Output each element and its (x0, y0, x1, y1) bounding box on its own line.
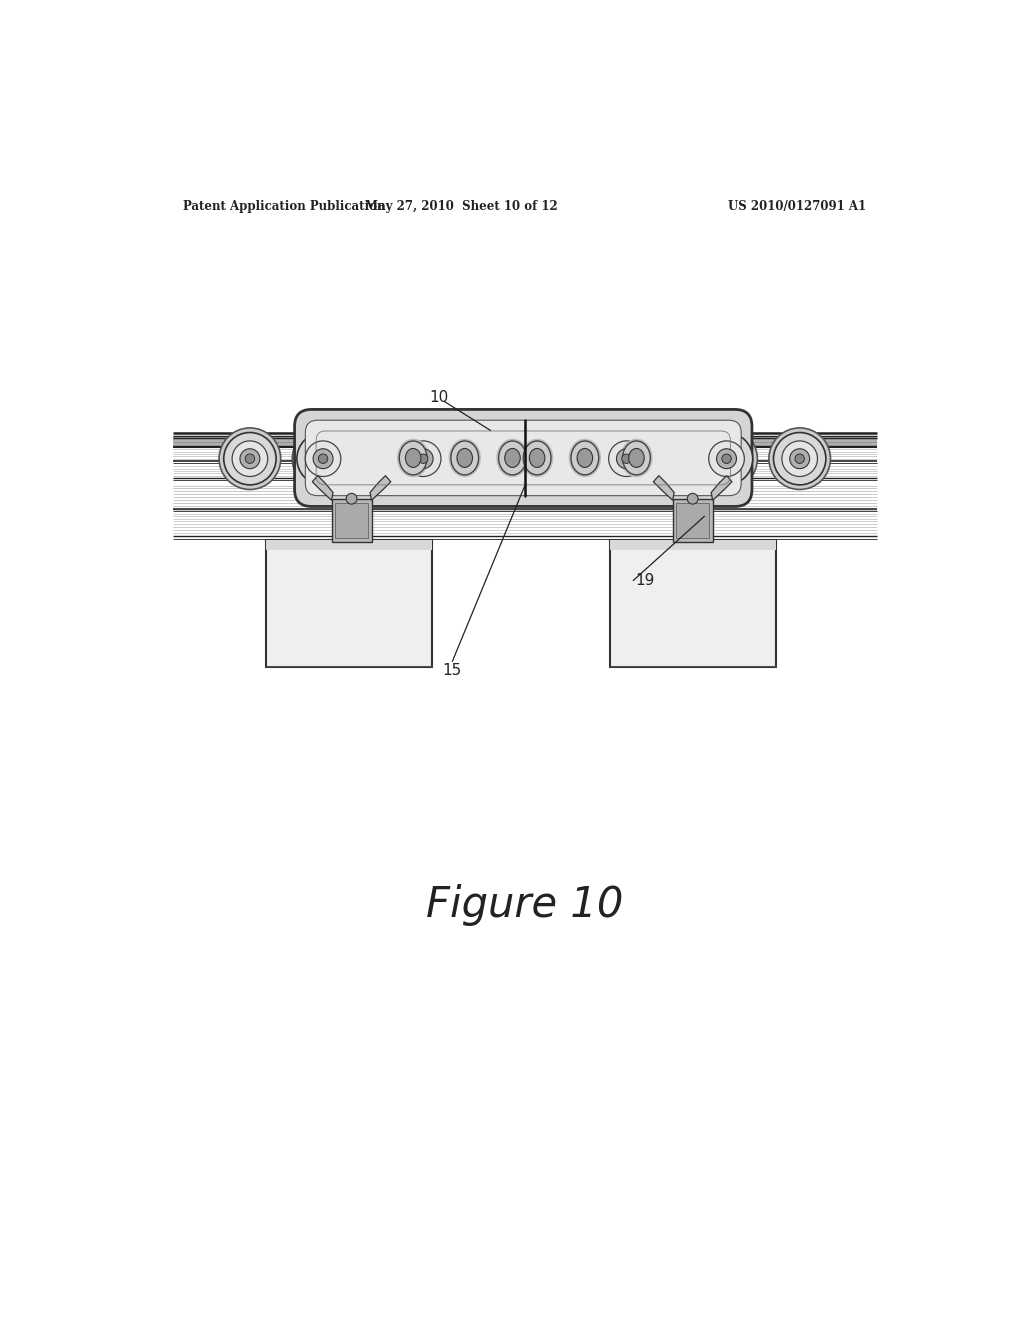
Circle shape (700, 433, 753, 484)
Circle shape (305, 441, 341, 477)
Ellipse shape (523, 441, 551, 475)
Circle shape (292, 428, 354, 490)
Ellipse shape (457, 449, 472, 467)
Circle shape (346, 494, 357, 504)
Ellipse shape (449, 438, 481, 478)
Bar (266, 540, 432, 550)
Circle shape (769, 428, 830, 490)
Ellipse shape (623, 441, 650, 475)
Circle shape (687, 494, 698, 504)
Ellipse shape (568, 438, 601, 478)
Circle shape (596, 428, 657, 490)
Text: 15: 15 (442, 663, 462, 678)
Circle shape (709, 441, 744, 477)
Bar (336, 503, 368, 539)
Text: Patent Application Publication: Patent Application Publication (183, 199, 385, 213)
Polygon shape (653, 475, 674, 500)
Ellipse shape (399, 441, 427, 475)
Ellipse shape (499, 441, 526, 475)
Circle shape (240, 449, 260, 469)
Text: May 27, 2010  Sheet 10 of 12: May 27, 2010 Sheet 10 of 12 (366, 199, 558, 213)
Polygon shape (370, 475, 391, 500)
Ellipse shape (406, 449, 421, 467)
Circle shape (608, 441, 644, 477)
Circle shape (695, 428, 758, 490)
Ellipse shape (451, 441, 478, 475)
Polygon shape (312, 475, 333, 500)
Circle shape (297, 433, 349, 484)
Ellipse shape (629, 449, 644, 467)
Circle shape (219, 428, 281, 490)
Circle shape (406, 441, 441, 477)
Circle shape (414, 449, 433, 469)
Circle shape (795, 454, 805, 463)
Ellipse shape (578, 449, 593, 467)
Bar (173, 437, 877, 447)
Circle shape (245, 454, 255, 463)
Polygon shape (711, 475, 732, 500)
Circle shape (223, 433, 276, 484)
Text: US 2010/0127091 A1: US 2010/0127091 A1 (728, 199, 866, 213)
Circle shape (722, 454, 731, 463)
Bar (266, 540, 432, 667)
Text: Figure 10: Figure 10 (426, 884, 624, 927)
Ellipse shape (497, 438, 528, 478)
Text: 10: 10 (429, 389, 449, 405)
Circle shape (622, 454, 631, 463)
Ellipse shape (521, 438, 553, 478)
Text: 19: 19 (635, 573, 654, 587)
Circle shape (773, 433, 826, 484)
Ellipse shape (621, 438, 652, 478)
Circle shape (600, 433, 652, 484)
Circle shape (232, 441, 267, 477)
Bar (332, 499, 372, 543)
Ellipse shape (505, 449, 520, 467)
Bar (677, 503, 709, 539)
Ellipse shape (397, 438, 429, 478)
FancyBboxPatch shape (305, 420, 741, 496)
Circle shape (318, 454, 328, 463)
Circle shape (790, 449, 810, 469)
Ellipse shape (571, 441, 599, 475)
Circle shape (782, 441, 817, 477)
Bar (610, 540, 776, 550)
Bar (610, 540, 776, 667)
Circle shape (419, 454, 428, 463)
Circle shape (392, 428, 454, 490)
Circle shape (397, 433, 450, 484)
Bar (673, 499, 713, 543)
Circle shape (717, 449, 736, 469)
Ellipse shape (529, 449, 545, 467)
Circle shape (616, 449, 636, 469)
FancyBboxPatch shape (295, 409, 752, 507)
Circle shape (313, 449, 333, 469)
